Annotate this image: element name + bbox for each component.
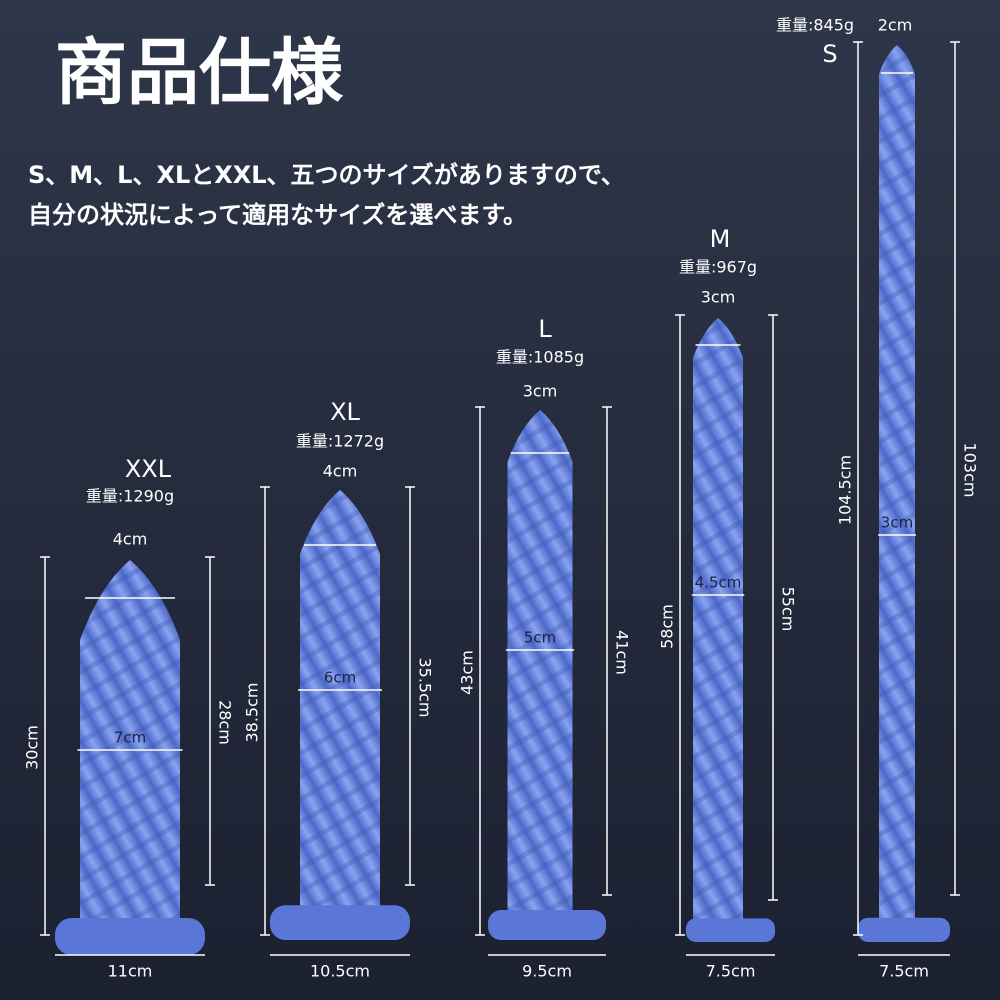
size-label: M bbox=[710, 225, 731, 253]
height-right-label: 55cm bbox=[779, 587, 798, 632]
height-right-label: 103cm bbox=[961, 443, 980, 498]
height-left-label: 30cm bbox=[23, 725, 42, 770]
product-base bbox=[858, 917, 950, 942]
weight-label: 重量:1290g bbox=[86, 487, 174, 506]
base-label: 10.5cm bbox=[310, 962, 370, 981]
description: 自分の状況によって適用なサイズを選べます。 bbox=[28, 201, 527, 229]
height-left-label: 58cm bbox=[658, 604, 677, 649]
height-left-label: 43cm bbox=[458, 650, 477, 695]
weight-label: 重量:967g bbox=[679, 258, 757, 277]
height-right-label: 41cm bbox=[613, 630, 632, 675]
tip-label: 3cm bbox=[523, 382, 558, 401]
weight-label: 重量:845g bbox=[776, 16, 854, 35]
base-label: 7.5cm bbox=[879, 962, 929, 981]
width-label: 5cm bbox=[524, 629, 556, 647]
width-label: 6cm bbox=[324, 669, 356, 687]
product-base bbox=[55, 918, 205, 955]
height-right-label: 35.5cm bbox=[416, 657, 435, 717]
tip-label: 4cm bbox=[113, 530, 148, 549]
width-label: 4.5cm bbox=[695, 574, 742, 592]
width-label: 7cm bbox=[114, 729, 146, 747]
base-label: 7.5cm bbox=[706, 962, 756, 981]
product-body bbox=[879, 45, 915, 922]
tip-label: 3cm bbox=[701, 288, 736, 307]
product-base bbox=[270, 905, 410, 940]
weight-label: 重量:1272g bbox=[296, 432, 384, 451]
product-body bbox=[507, 410, 573, 915]
size-label: S bbox=[822, 40, 837, 68]
product-body bbox=[300, 490, 380, 910]
base-label: 9.5cm bbox=[522, 962, 572, 981]
description: S、M、L、XLとXXL、五つのサイズがありますので、 bbox=[28, 161, 625, 189]
size-label: XL bbox=[330, 398, 360, 426]
tip-label: 4cm bbox=[323, 462, 358, 481]
weight-label: 重量:1085g bbox=[496, 348, 584, 367]
width-label: 3cm bbox=[881, 514, 913, 532]
product-base bbox=[488, 910, 606, 940]
base-label: 11cm bbox=[108, 962, 153, 981]
height-right-label: 28cm bbox=[216, 700, 235, 745]
product-body bbox=[80, 560, 180, 922]
product-base bbox=[686, 918, 775, 942]
product-body bbox=[693, 318, 743, 923]
title: 商品仕様 bbox=[55, 31, 344, 115]
tip-label: 2cm bbox=[878, 16, 913, 35]
height-left-label: 38.5cm bbox=[243, 682, 262, 742]
size-label: XXL bbox=[125, 455, 172, 483]
height-left-label: 104.5cm bbox=[836, 455, 855, 525]
size-label: L bbox=[538, 315, 552, 343]
